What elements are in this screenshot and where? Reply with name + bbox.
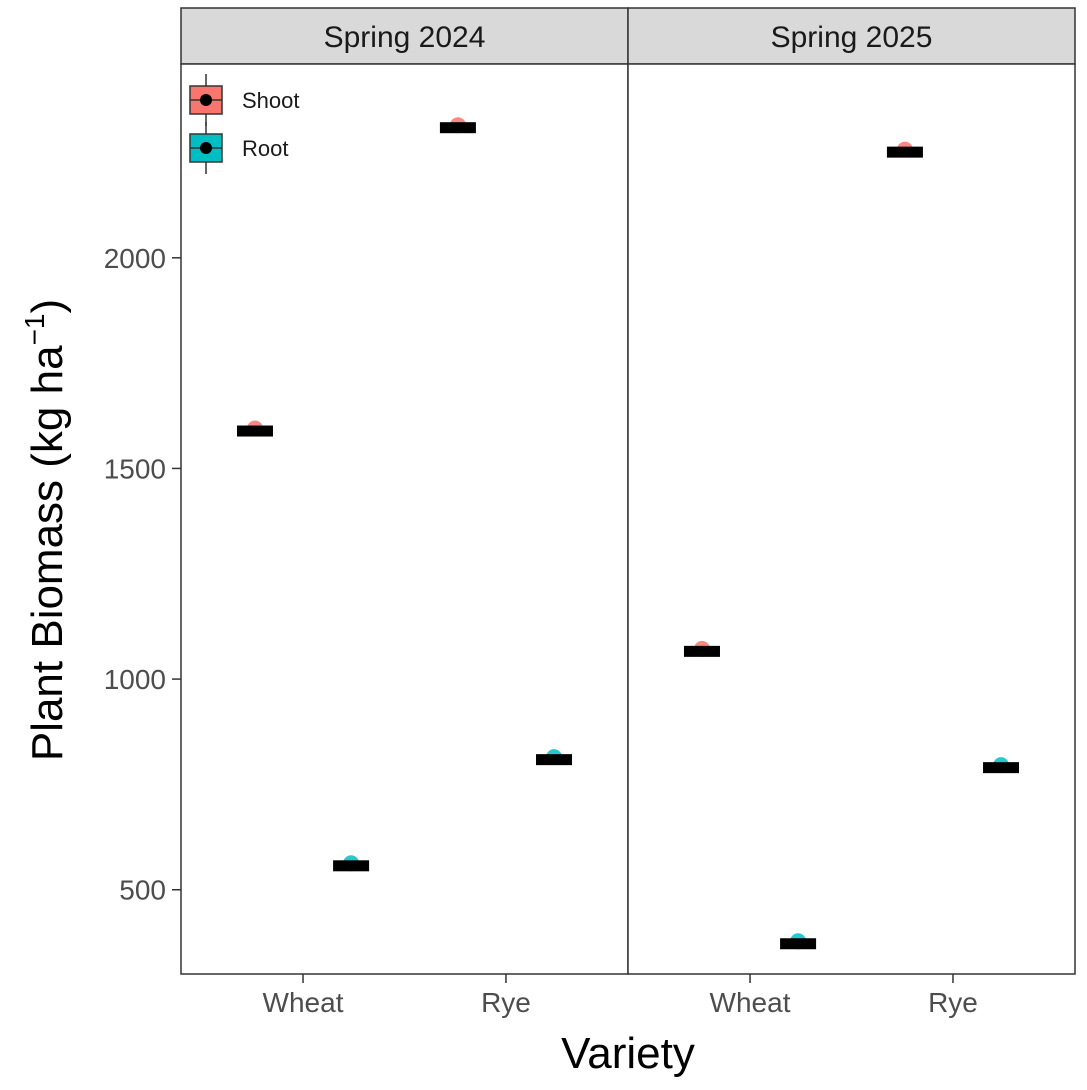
median-bar-root bbox=[983, 762, 1020, 774]
median-bar-shoot bbox=[236, 425, 273, 437]
panel-strip-label: Spring 2024 bbox=[324, 21, 486, 54]
legend-key-point bbox=[200, 142, 212, 154]
legend-key-point bbox=[200, 94, 212, 106]
y-tick-label: 500 bbox=[119, 875, 166, 906]
legend-item-root: Root bbox=[189, 122, 288, 174]
median-bar-root bbox=[780, 938, 817, 950]
y-tick-label: 1000 bbox=[104, 664, 166, 695]
y-axis: 500 1000 1500 2000 bbox=[104, 243, 181, 906]
median-bar-root bbox=[536, 754, 573, 766]
panel-strip bbox=[627, 7, 1076, 65]
y-axis-title-main: Plant Biomass (kg ha bbox=[23, 345, 72, 761]
x-tick-label: Wheat bbox=[263, 987, 344, 1018]
legend: Shoot Root bbox=[189, 74, 300, 174]
panels: Spring 2024 Wheat Rye Spring 2025 Wheat Rye bbox=[180, 7, 1076, 1018]
median-bar-shoot bbox=[886, 146, 923, 158]
panel-strip-label: Spring 2025 bbox=[771, 21, 933, 54]
legend-label: Shoot bbox=[242, 88, 300, 113]
median-bar-shoot bbox=[439, 122, 476, 134]
y-axis-title-superscript: −1 bbox=[19, 313, 50, 345]
panel-plot-area bbox=[180, 63, 629, 975]
y-axis-title: Plant Biomass (kg ha−1) bbox=[19, 299, 72, 761]
y-axis-title-close: ) bbox=[23, 299, 72, 314]
x-tick-label: Rye bbox=[928, 987, 978, 1018]
y-tick-label: 1500 bbox=[104, 453, 166, 484]
x-tick-label: Wheat bbox=[710, 987, 791, 1018]
x-tick-label: Rye bbox=[481, 987, 531, 1018]
legend-item-shoot: Shoot bbox=[189, 74, 300, 126]
panel-plot-area bbox=[627, 63, 1076, 975]
legend-label: Root bbox=[242, 136, 288, 161]
panel-1: Spring 2024 Wheat Rye bbox=[180, 7, 629, 1018]
panel-2: Spring 2025 Wheat Rye bbox=[627, 7, 1076, 1018]
median-bar-root bbox=[333, 860, 370, 872]
median-bar-shoot bbox=[683, 645, 720, 657]
panel-strip bbox=[180, 7, 629, 65]
x-axis-title: Variety bbox=[561, 1029, 695, 1078]
y-tick-label: 2000 bbox=[104, 243, 166, 274]
